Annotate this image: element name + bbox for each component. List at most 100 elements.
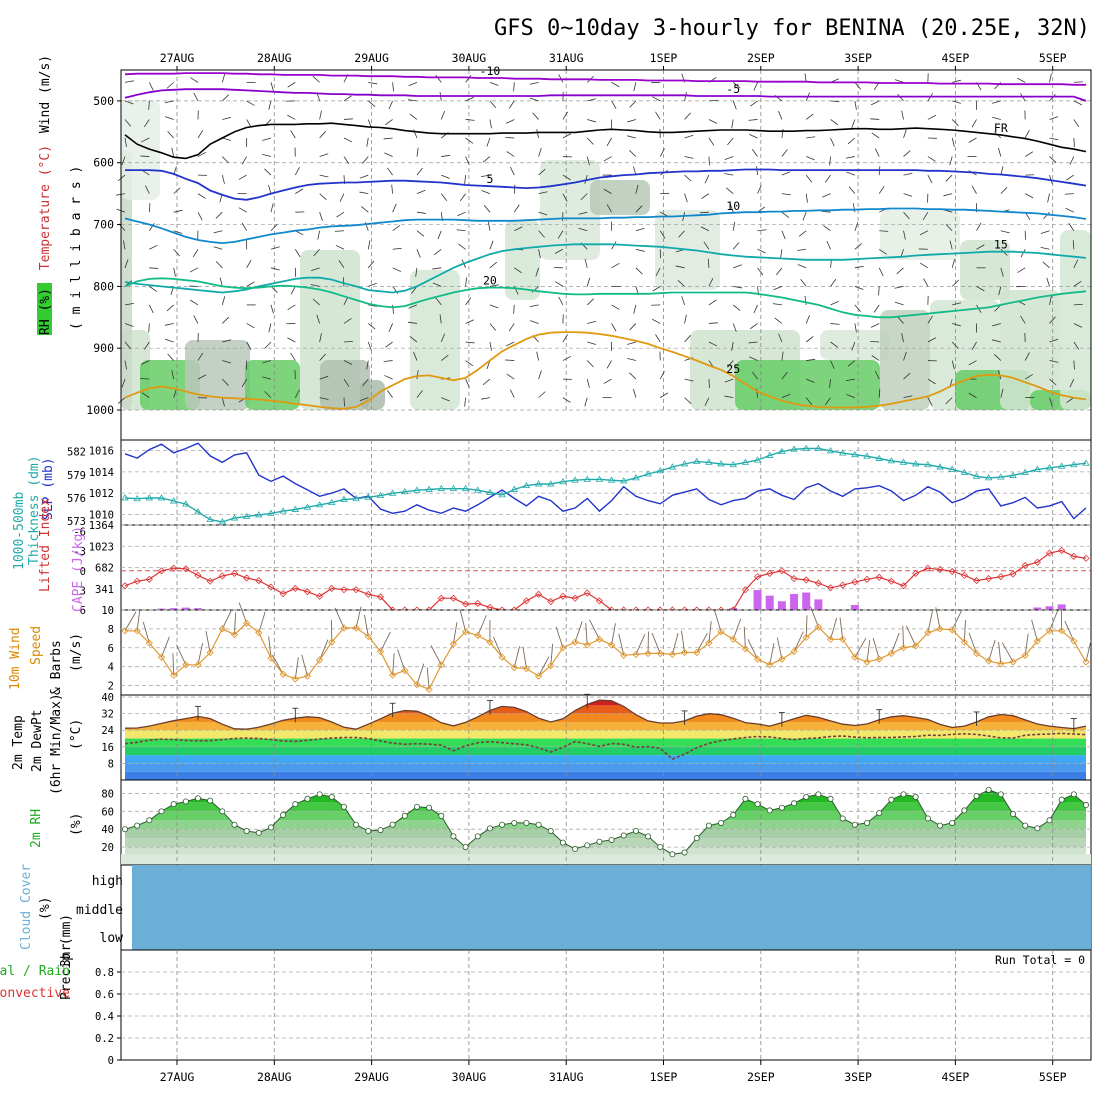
cloud-cover-fill <box>132 865 1091 950</box>
wind-barb <box>997 147 1002 157</box>
thickness-point <box>449 484 458 492</box>
rh-point <box>985 786 992 793</box>
wind-point <box>218 625 226 633</box>
thickness-point <box>498 491 506 498</box>
wind-barb <box>733 285 743 289</box>
temp-band <box>125 763 1086 772</box>
temp-ylabel-1: 2m Temp <box>11 715 26 770</box>
wind-barb <box>708 156 710 166</box>
wind-barb <box>1046 277 1050 287</box>
thickness-point <box>863 452 871 459</box>
wind-barb <box>416 390 423 398</box>
wind-barb <box>535 267 539 277</box>
surface-wind-barb <box>589 619 600 640</box>
wind-barb <box>611 100 617 109</box>
wind-barb <box>1072 240 1075 250</box>
wind-barb <box>366 137 369 147</box>
wind-barb <box>871 355 880 361</box>
cloud-row-labels: high middle low <box>76 874 123 946</box>
thickness-point <box>486 488 494 495</box>
wind-barb <box>343 360 353 365</box>
wind-frame <box>120 609 1092 696</box>
wind-barb <box>684 193 688 203</box>
wind-barb <box>1017 267 1026 273</box>
surface-wind-barb <box>696 633 708 653</box>
wind-panel: 2 4 6 8 10 10m Wind Speed & Barbs (m/s) <box>8 602 1092 696</box>
isotherm--5 <box>124 88 1087 102</box>
rh-point <box>486 825 493 832</box>
surface-wind-barb <box>574 621 583 643</box>
wind-tick-label: 8 <box>108 624 114 636</box>
li-point <box>145 575 153 583</box>
wind-barb <box>951 279 959 287</box>
wind-point <box>814 623 823 631</box>
wind-barb <box>851 341 856 351</box>
wind-barb <box>270 267 280 271</box>
wind-barb <box>586 137 594 145</box>
wind-point <box>595 635 604 643</box>
wind-barb <box>927 378 936 385</box>
wind-barb <box>506 119 515 124</box>
wind-barb <box>508 100 515 109</box>
li-point <box>912 569 920 577</box>
surface-wind-barb <box>671 633 679 655</box>
thickness-point <box>121 494 129 501</box>
wind-barb <box>197 130 204 139</box>
wind-barb <box>805 397 813 405</box>
wind-barb <box>854 82 861 90</box>
rh-point <box>766 807 773 814</box>
surface-wind-barb <box>618 633 625 656</box>
wind-barb <box>968 137 977 143</box>
wind-barb <box>1049 156 1057 163</box>
li-point <box>875 573 883 581</box>
wind-barb <box>1042 261 1050 269</box>
wind-barb <box>262 376 272 380</box>
surface-wind-barb <box>355 606 362 629</box>
wind-point <box>352 624 360 632</box>
surface-wind-barb <box>416 663 425 685</box>
thickness-point <box>425 485 433 492</box>
wind-barb <box>246 100 255 106</box>
wind-barb <box>222 94 230 102</box>
cape-bar <box>193 608 202 610</box>
wind-barb <box>704 174 710 184</box>
wind-barb <box>141 137 150 143</box>
wind-barb <box>465 297 472 306</box>
isotherm-label: 10 <box>726 199 740 213</box>
wind-point <box>912 642 920 650</box>
wind-barb <box>384 375 393 380</box>
wind-barb <box>435 75 442 83</box>
wind-barb <box>821 210 831 213</box>
precip-total-label: Total / Rain <box>0 964 70 979</box>
wind-point <box>534 672 543 680</box>
wind-barb <box>562 111 569 120</box>
surface-wind-barb <box>380 631 391 652</box>
temp-tick-label: 24 <box>101 725 114 737</box>
date-label: 30AUG <box>452 1070 487 1084</box>
isotherm-5 <box>125 168 1087 201</box>
surface-wind-barb <box>830 618 838 640</box>
wind-barb <box>221 73 226 83</box>
wind-barb <box>757 248 766 254</box>
wind-barb <box>264 168 272 176</box>
rh-panel: 20 40 60 80 2m RH (%) <box>29 779 1092 866</box>
thickness-point <box>875 454 883 461</box>
wind-barb <box>241 156 247 165</box>
thickness-point <box>571 476 579 483</box>
li-point <box>170 564 178 572</box>
wind-barb <box>729 203 734 213</box>
thickness-point <box>705 458 713 465</box>
wind-point <box>474 631 482 640</box>
run-total-label: Run Total = 0 <box>995 953 1085 967</box>
rh-point <box>851 821 858 828</box>
thickness-point <box>936 463 944 470</box>
cape-bars <box>157 590 1066 610</box>
wind-barb <box>268 100 272 110</box>
wind-barb <box>945 397 953 405</box>
wind-point <box>449 640 458 648</box>
slp-tick-label: 1012 <box>89 488 114 500</box>
wind-barb <box>409 113 418 120</box>
surface-wind-barb <box>258 611 266 633</box>
wind-point <box>826 635 835 643</box>
wind-barb <box>870 100 880 106</box>
